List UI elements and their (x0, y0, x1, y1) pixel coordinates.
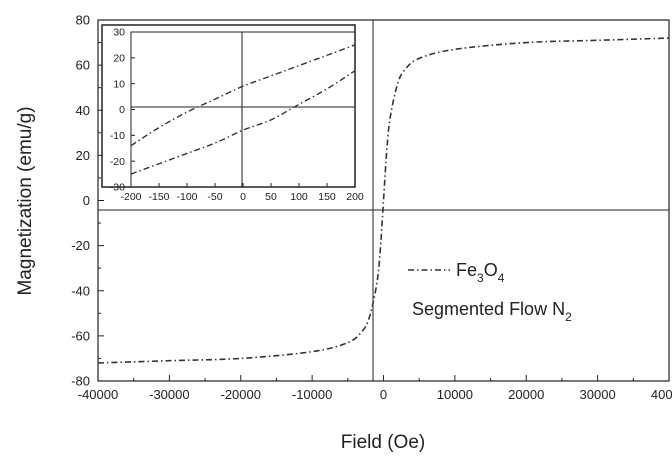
inset-y-tick-label: 30 (113, 27, 125, 39)
inset-y-tick-label: -20 (110, 156, 125, 168)
inset-x-tick-label: -100 (176, 191, 197, 203)
inset-x-tick-label: 150 (318, 191, 336, 203)
main-y-tick-label: -20 (71, 238, 90, 253)
legend: Fe3O4 Segmented Flow N2 (408, 260, 572, 324)
main-x-tick-label: -20000 (221, 387, 261, 402)
main-x-tick-label: -40000 (78, 387, 118, 402)
main-y-tick-label: 80 (76, 13, 90, 28)
main-x-tick-label: 10000 (437, 387, 473, 402)
inset-y-tick-label: -10 (110, 130, 125, 142)
main-ticks: -40000 -30000 -20000 -10000 0 10000 20000 30000… (71, 13, 672, 402)
inset-y-tick-label: 10 (113, 78, 125, 90)
x-axis-title: Field (Oe) (341, 432, 425, 453)
main-series (97, 37, 670, 364)
inset-x-tick-label: -150 (148, 191, 169, 203)
inset-x-tick-label: 50 (265, 191, 277, 203)
main-x-tick-label: 20000 (508, 387, 544, 402)
main-x-tick-label: 30000 (580, 387, 616, 402)
inset-y-tick-label: 0 (119, 104, 125, 116)
inset-series-line-0 (130, 44, 356, 147)
inset-x-tick-label: 200 (346, 191, 364, 203)
y-axis-title: Magnetization (emu/g) (15, 106, 36, 295)
legend-label-method: Segmented Flow N2 (412, 299, 572, 324)
inset-y-tick-label: 20 (113, 53, 125, 65)
inset-series-line-1 (130, 70, 356, 175)
main-y-tick-label: 0 (83, 193, 90, 208)
main-y-tick-label: -60 (71, 328, 90, 343)
main-x-tick-label: -30000 (149, 387, 189, 402)
main-x-tick-label: -10000 (292, 387, 332, 402)
main-x-tick-label: 40000 (651, 387, 672, 402)
inset-x-tick-label: -200 (120, 191, 141, 203)
main-y-tick-label: -80 (71, 374, 90, 389)
inset-ticks: -200 -150 -100 -50 0 50 100 150 200-30-20-100102… (110, 27, 364, 203)
legend-label-formula: Fe3O4 (456, 260, 505, 285)
main-x-tick-label: 0 (380, 387, 387, 402)
inset-y-tick-label: -30 (110, 182, 125, 194)
inset-x-tick-label: 100 (290, 191, 308, 203)
main-y-tick-label: 60 (76, 58, 90, 73)
main-y-tick-label: 20 (76, 148, 90, 163)
inset-x-tick-label: 0 (240, 191, 246, 203)
main-y-tick-label: -40 (71, 283, 90, 298)
inset-frame (101, 24, 356, 188)
inset-series (130, 44, 356, 175)
main-series-line-0 (97, 37, 670, 364)
main-y-tick-label: 40 (76, 103, 90, 118)
inset-plot: -200 -150 -100 -50 0 50 100 150 200-30-20-100102… (101, 24, 364, 203)
inset-x-tick-label: -50 (207, 191, 222, 203)
